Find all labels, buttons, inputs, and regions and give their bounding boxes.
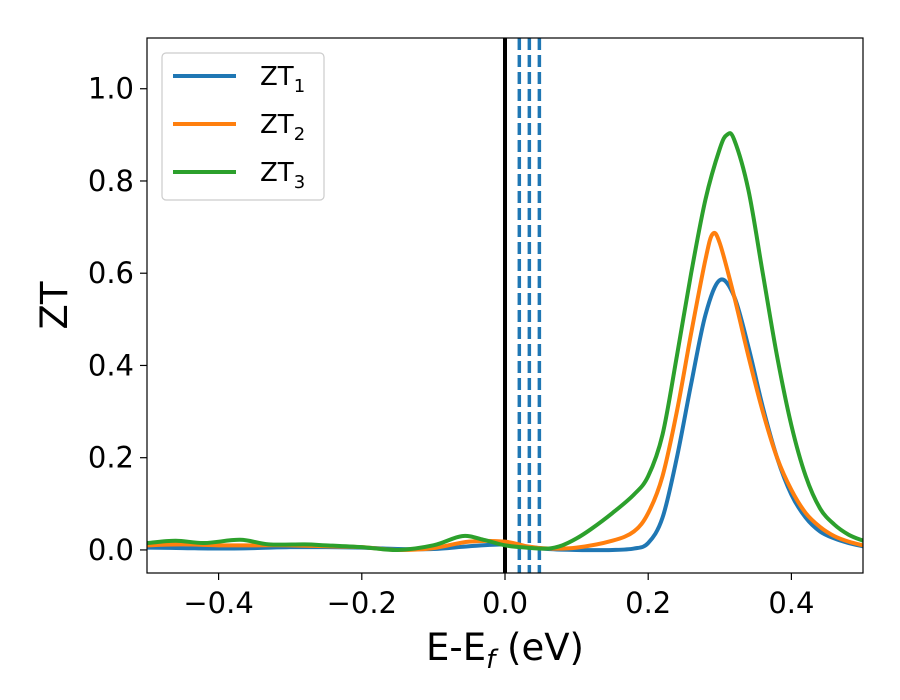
x-tick-label: 0.4 bbox=[768, 586, 814, 620]
x-axis-title: E-Ef (eV) bbox=[426, 626, 584, 675]
y-axis: 0.0 0.2 0.4 0.6 0.8 1.0 bbox=[88, 72, 147, 567]
x-axis: −0.4 −0.2 0.0 0.2 0.4 bbox=[183, 573, 814, 620]
legend-box bbox=[161, 52, 325, 201]
x-axis-title-main: E-E bbox=[426, 626, 486, 669]
x-axis-title-unit: (eV) bbox=[495, 626, 584, 669]
y-tick-label: 0.4 bbox=[88, 348, 134, 382]
series-line-zt3 bbox=[147, 131, 863, 552]
y-tick-label: 0.6 bbox=[88, 256, 134, 290]
y-axis-title: ZT bbox=[33, 281, 76, 329]
x-tick-label: −0.2 bbox=[327, 586, 397, 620]
y-tick-label: 0.2 bbox=[88, 441, 134, 475]
x-tick-label: 0.0 bbox=[482, 586, 528, 620]
legend-label: ZT2 bbox=[260, 110, 305, 145]
legend-label: ZT1 bbox=[260, 62, 305, 97]
x-tick-label: −0.4 bbox=[183, 586, 253, 620]
legend-label: ZT3 bbox=[260, 158, 305, 193]
y-tick-label: 0.8 bbox=[88, 164, 134, 198]
y-tick-label: 0.0 bbox=[88, 533, 134, 567]
plot-area bbox=[147, 38, 863, 573]
x-tick-label: 0.2 bbox=[625, 586, 671, 620]
y-tick-label: 1.0 bbox=[88, 72, 134, 106]
legend: ZT1 ZT2 ZT3 bbox=[161, 52, 325, 201]
